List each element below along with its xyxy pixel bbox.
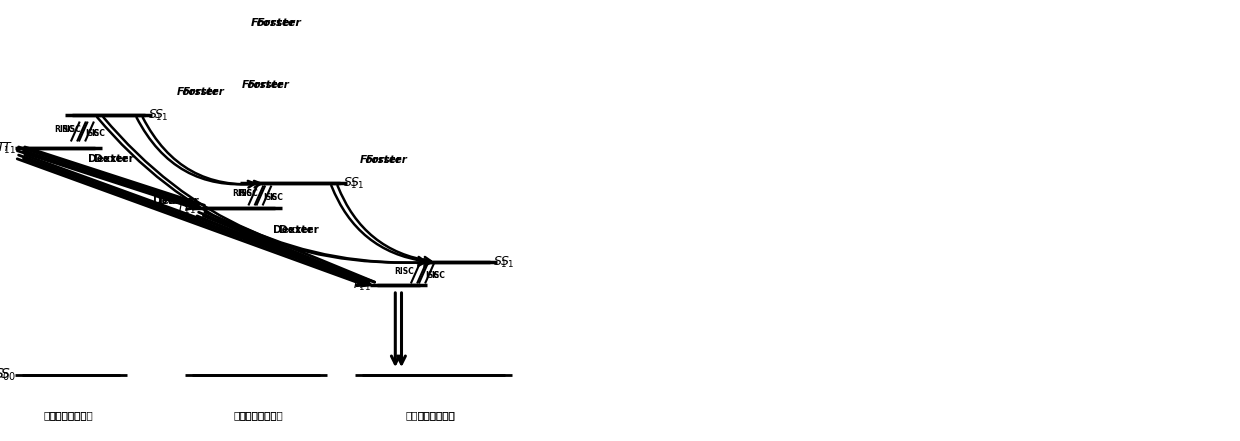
Text: ISC: ISC (269, 193, 283, 202)
Text: ISC: ISC (263, 193, 277, 202)
Text: $T_1$: $T_1$ (351, 277, 366, 292)
Text: $S_1$: $S_1$ (149, 108, 162, 123)
Text: $S_1$: $S_1$ (343, 176, 358, 191)
Text: $S_1$: $S_1$ (350, 176, 365, 191)
Text: $T_1$: $T_1$ (182, 201, 196, 216)
Text: 磷光发光材料: 磷光发光材料 (418, 410, 455, 420)
Text: $S_1$: $S_1$ (155, 108, 169, 123)
Text: Forster: Forster (248, 80, 290, 90)
Text: Forster: Forster (250, 18, 295, 28)
Text: Dexter: Dexter (94, 154, 134, 164)
Text: ISC: ISC (92, 129, 105, 138)
Text: $T_1$: $T_1$ (2, 140, 16, 156)
Text: Dexter: Dexter (279, 225, 319, 235)
Text: Forster: Forster (360, 155, 402, 165)
Text: ISC: ISC (425, 271, 439, 280)
Text: Dexter: Dexter (159, 197, 198, 206)
Text: RISC: RISC (55, 125, 74, 134)
Text: 延迟荧光发光材料: 延迟荧光发光材料 (405, 410, 455, 420)
Text: Forster: Forster (257, 18, 301, 28)
Text: $S_0$: $S_0$ (0, 367, 16, 383)
Text: $T_1$: $T_1$ (176, 201, 190, 216)
Text: $T_1$: $T_1$ (357, 277, 372, 292)
Text: 第二有机化合物: 第二有机化合物 (43, 410, 87, 420)
Text: 第一有机化合物: 第一有机化合物 (239, 410, 284, 420)
Text: Dexter: Dexter (153, 197, 192, 206)
Text: 第一有机化合物: 第一有机化合物 (233, 410, 278, 420)
Text: Dexter: Dexter (88, 154, 128, 164)
Text: Forster: Forster (184, 87, 224, 97)
Text: 第二有机化合物: 第二有机化合物 (50, 410, 93, 420)
Text: ISC: ISC (432, 271, 445, 280)
Text: RISC: RISC (61, 125, 81, 134)
Text: Forster: Forster (366, 155, 408, 165)
Text: $T_1$: $T_1$ (0, 140, 10, 156)
Text: Forster: Forster (177, 87, 218, 97)
Text: Dexter: Dexter (273, 225, 312, 235)
Text: RISC: RISC (232, 189, 252, 198)
Text: $S_1$: $S_1$ (494, 254, 508, 269)
Text: Forster: Forster (242, 80, 284, 90)
Text: $S_0$: $S_0$ (0, 367, 10, 383)
Text: ISC: ISC (86, 129, 99, 138)
Text: RISC: RISC (238, 189, 258, 198)
Text: RISC: RISC (394, 267, 414, 276)
Text: $S_1$: $S_1$ (500, 254, 515, 269)
